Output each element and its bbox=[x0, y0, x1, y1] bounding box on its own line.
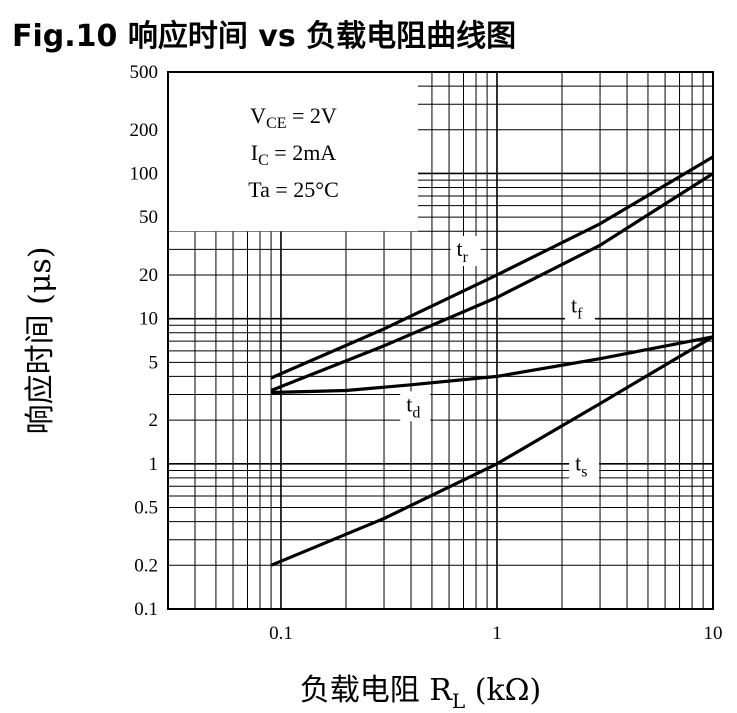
series-label-sub: r bbox=[463, 249, 469, 266]
series-label-sub: d bbox=[412, 404, 420, 421]
series-line-ts bbox=[270, 335, 714, 567]
y-tick-label: 1 bbox=[149, 454, 159, 475]
series-label-sub: s bbox=[581, 463, 587, 480]
series-label-td: td bbox=[406, 391, 420, 421]
series-label-tf: tf bbox=[571, 293, 583, 323]
y-tick-label: 100 bbox=[130, 163, 159, 184]
chart-title: Fig.10 响应时间 vs 负载电阻曲线图 bbox=[12, 19, 516, 54]
plot-frame bbox=[167, 71, 714, 610]
x-tick-label: 0.1 bbox=[269, 623, 293, 644]
y-tick-label: 20 bbox=[139, 265, 158, 286]
series-label-bg bbox=[564, 292, 595, 323]
series-label-bg bbox=[400, 391, 431, 422]
y-axis-label: 响应时间 (μs) bbox=[23, 247, 58, 435]
series-label-sub: f bbox=[577, 306, 583, 323]
series-label-main: t bbox=[575, 450, 581, 475]
condition-value: = 2V bbox=[287, 103, 337, 128]
condition-line: VCE = 2V bbox=[250, 103, 337, 132]
y-tick-label: 0.5 bbox=[134, 498, 158, 519]
series-label-main: t bbox=[457, 236, 463, 261]
series-label-ts: ts bbox=[575, 450, 587, 480]
series-label-main: t bbox=[406, 391, 412, 416]
conditions-box bbox=[169, 73, 418, 232]
x-axis-label-unit: (kΩ) bbox=[465, 673, 541, 708]
y-tick-label: 0.1 bbox=[134, 599, 158, 620]
x-axis-label-main: 负载电阻 R bbox=[300, 673, 454, 708]
condition-main: I bbox=[251, 140, 258, 165]
conditions-text: VCE = 2V IC = 2mA Ta = 25°C bbox=[248, 103, 339, 202]
series-line-tr bbox=[270, 155, 714, 380]
y-tick-label: 2 bbox=[149, 410, 159, 431]
series-label-main: t bbox=[571, 293, 577, 318]
x-tick-label: 1 bbox=[492, 623, 502, 644]
x-axis-label: 负载电阻 RL (kΩ) bbox=[300, 673, 541, 713]
series-label-tr: tr bbox=[457, 236, 469, 266]
series-line-tf bbox=[270, 172, 714, 392]
series-line-td bbox=[271, 335, 714, 395]
condition-value: = 2mA bbox=[269, 140, 337, 165]
y-tick-label: 200 bbox=[130, 120, 159, 141]
condition-line: Ta = 25°C bbox=[248, 177, 339, 202]
x-tick-labels: 0.1 1 10 bbox=[269, 623, 722, 644]
y-tick-labels: 500 200 100 50 20 10 5 2 1 0.5 0.2 0.1 bbox=[130, 62, 159, 620]
x-tick-label: 10 bbox=[704, 623, 723, 644]
series-label-bg bbox=[450, 236, 481, 267]
condition-line: IC = 2mA bbox=[251, 140, 337, 169]
y-tick-label: 500 bbox=[130, 62, 159, 83]
condition-sub: CE bbox=[266, 115, 286, 132]
y-tick-label: 5 bbox=[149, 352, 159, 373]
y-tick-label: 0.2 bbox=[134, 555, 158, 576]
y-tick-label: 50 bbox=[139, 207, 158, 228]
series-label-bg bbox=[569, 450, 600, 481]
y-tick-label: 10 bbox=[139, 309, 158, 330]
x-axis-label-sub: L bbox=[452, 689, 465, 713]
condition-main: V bbox=[250, 103, 266, 128]
condition-sub: C bbox=[258, 152, 269, 169]
series-group bbox=[270, 155, 714, 567]
condition-main: Ta = 25°C bbox=[248, 177, 339, 202]
